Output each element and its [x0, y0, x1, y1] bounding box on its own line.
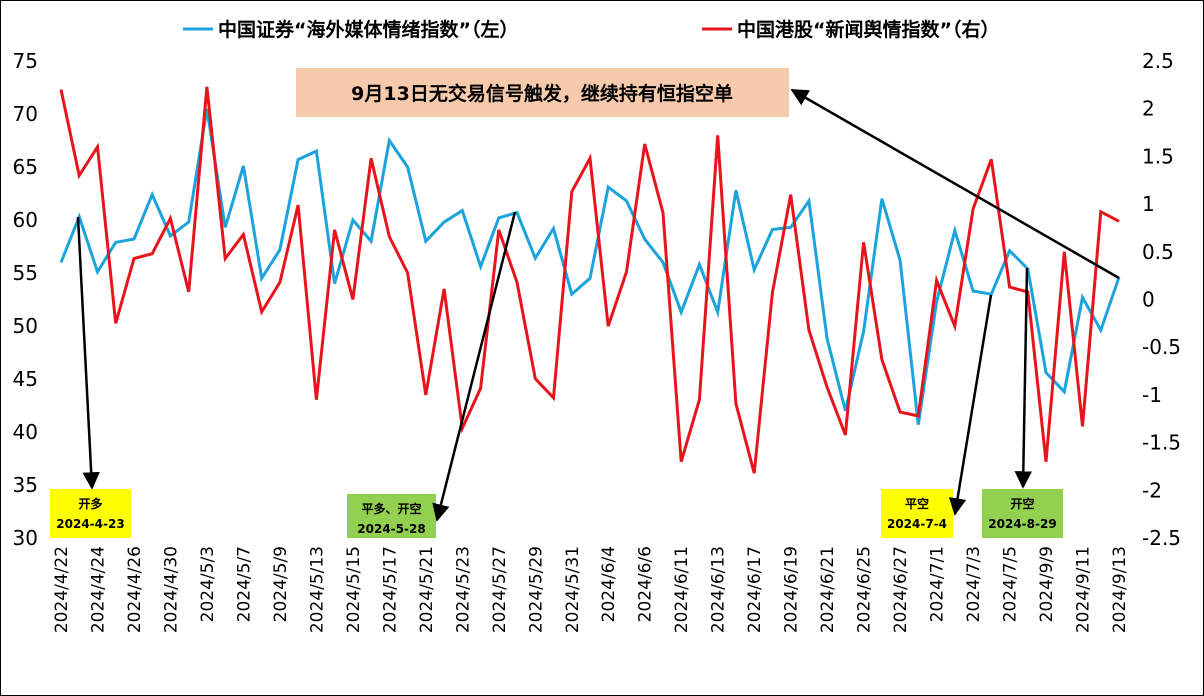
legend-layer: 中国证券“海外媒体情绪指数”（左） 中国港股“新闻舆情指数”（右）: [183, 18, 999, 41]
x-tick-label: 2024/5/27: [490, 546, 510, 633]
y-right-tick-label: 1.5: [1142, 144, 1174, 168]
x-tick-label: 2024/6/11: [672, 546, 692, 633]
y-left-tick-label: 40: [13, 420, 38, 444]
x-tick-label: 2024/4/22: [52, 546, 72, 633]
x-tick-label: 2024/5/15: [344, 546, 364, 633]
legend-label: 中国港股“新闻舆情指数”（右）: [737, 18, 999, 41]
signal-date: 2024-5-28: [357, 522, 425, 536]
y-right-tick-label: 2: [1142, 97, 1155, 121]
signal-box: [347, 494, 436, 538]
x-tick-label: 2024/9/9: [1037, 546, 1057, 622]
signal-box: [50, 489, 131, 538]
signal-date: 2024-4-23: [56, 517, 124, 531]
signal-box: [881, 489, 953, 538]
legend-label: 中国证券“海外媒体情绪指数”（左）: [218, 18, 518, 41]
y-right-tick-label: -1: [1142, 383, 1162, 407]
x-tick-label: 2024/5/17: [380, 546, 400, 633]
x-tick-label: 2024/6/21: [818, 546, 838, 633]
x-tick-label: 2024/7/1: [928, 546, 948, 622]
annotation-arrow: [432, 211, 517, 522]
x-tick-label: 2024/7/3: [964, 546, 984, 622]
x-tick-label: 2024/5/21: [417, 546, 437, 633]
x-tick-label: 2024/4/26: [125, 546, 145, 633]
x-tick-label: 2024/4/24: [88, 546, 108, 633]
y-left-tick-label: 45: [13, 367, 38, 391]
x-tick-label: 2024/5/9: [271, 546, 291, 622]
y-left-tick-label: 75: [13, 49, 38, 73]
x-tick-label: 2024/4/30: [161, 546, 181, 633]
series-line-news-sentiment: [59, 86, 1120, 474]
headline-text: 9月13日无交易信号触发，继续持有恒指空单: [351, 82, 733, 105]
y-right-tick-label: -0.5: [1142, 335, 1181, 359]
y-right-tick-label: -2: [1142, 478, 1162, 502]
x-tick-label: 2024/5/7: [234, 546, 254, 622]
x-tick-label: 2024/5/23: [453, 546, 473, 633]
series-line-media-sentiment: [59, 108, 1121, 425]
x-tick-label: 2024/6/6: [636, 546, 656, 622]
x-tick-label: 2024/6/25: [855, 546, 875, 633]
headline-box: [296, 68, 789, 117]
x-tick-label: 2024/7/5: [1001, 546, 1021, 622]
y-left-tick-label: 65: [13, 155, 38, 179]
x-tick-label: 2024/6/4: [599, 546, 619, 622]
y-left-tick-label: 30: [13, 526, 38, 550]
y-right-tick-label: 0: [1142, 288, 1155, 312]
x-tick-label: 2024/9/13: [1110, 546, 1130, 633]
x-tick-label: 2024/6/13: [709, 546, 729, 633]
y-left-tick-label: 60: [13, 208, 38, 232]
y-right-tick-label: 1: [1142, 192, 1155, 216]
y-left-tick-label: 50: [13, 314, 38, 338]
y-right-tick-label: 0.5: [1142, 240, 1174, 264]
signal-date: 2024-8-29: [988, 517, 1056, 531]
y-right-tick-label: -1.5: [1142, 431, 1181, 455]
x-tick-label: 2024/5/13: [307, 546, 327, 633]
signal-box: [982, 489, 1063, 538]
annotation-arrow: [948, 294, 993, 516]
signal-label: 开空: [1010, 496, 1034, 511]
y-right-tick-label: -2.5: [1142, 526, 1181, 550]
y-left-tick-label: 70: [13, 102, 38, 126]
x-tick-label: 2024/6/27: [891, 546, 911, 633]
annotation-arrow: [76, 216, 100, 490]
x-tick-label: 2024/5/29: [526, 546, 546, 633]
x-tick-label: 2024/5/31: [563, 546, 583, 633]
axes-layer: 75 70 65 60 55 50 45 40 35 30 2.5 2 1.5 1 0.5 0 -0.5 -1 -1…: [13, 49, 1181, 633]
series-layer: [59, 86, 1121, 474]
signal-label: 平多、开空: [361, 501, 421, 516]
signal-label: 平空: [905, 496, 929, 511]
x-tick-label: 2024/5/3: [198, 546, 218, 622]
x-tick-label: 2024/6/19: [782, 546, 802, 633]
annotation-arrow: [1014, 267, 1033, 489]
x-tick-label: 2024/6/17: [745, 546, 765, 633]
y-left-tick-label: 55: [13, 261, 38, 285]
annotation-arrow: [790, 88, 1120, 280]
signal-label: 开多: [78, 496, 102, 511]
y-right-tick-label: 2.5: [1142, 49, 1174, 73]
signal-date: 2024-7-4: [887, 517, 947, 531]
x-tick-label: 2024/9/11: [1074, 546, 1094, 633]
y-left-tick-label: 35: [13, 473, 38, 497]
